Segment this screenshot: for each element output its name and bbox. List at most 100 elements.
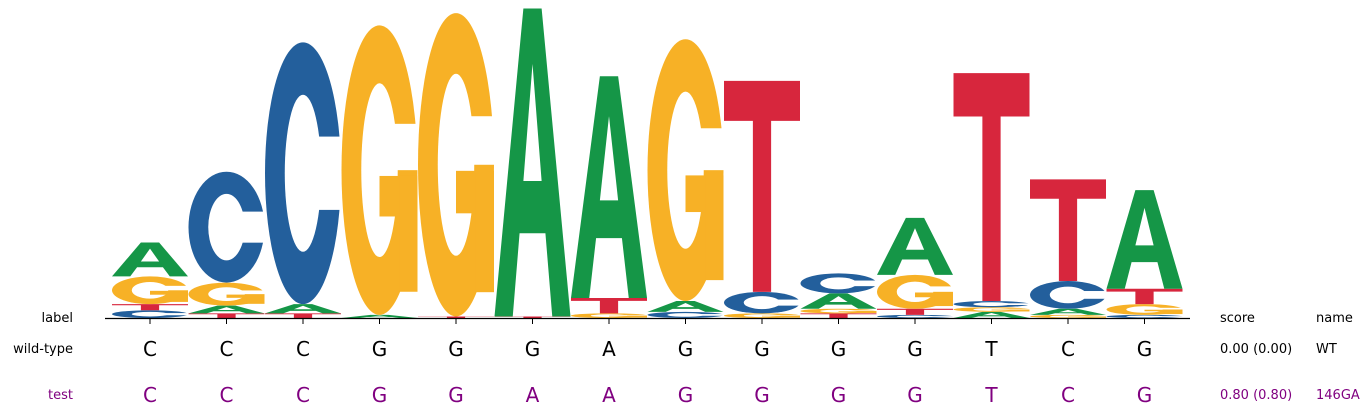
logo-letter-C: [1030, 281, 1108, 309]
row-base: G: [831, 383, 847, 407]
logo-column: [494, 8, 571, 318]
row-base: A: [602, 383, 616, 407]
logo-letter-A: [647, 301, 724, 312]
logo-column: [953, 73, 1032, 318]
row-base: G: [754, 337, 770, 361]
row-base: C: [220, 337, 234, 361]
logo-letter-T: [724, 80, 800, 292]
logo-letter-C: [188, 171, 267, 283]
sequence-row: wild-type C C C G G G A G G G G T C G 0.00 (0.00) WT: [13, 337, 1337, 361]
row-name: WT: [1316, 342, 1337, 357]
logo-letter-G: [1030, 314, 1108, 318]
row-base: G: [907, 337, 923, 361]
logo-column: [418, 13, 496, 318]
row-name: 146GA: [1316, 388, 1360, 403]
row-base: C: [296, 337, 310, 361]
row-base: G: [678, 337, 694, 361]
logo-column: [571, 76, 649, 318]
row-base: G: [907, 383, 923, 407]
row-label: wild-type: [13, 342, 73, 357]
sequence-row: test C C C G G A A G G G G T C G 0.80 (0.80) 146GA: [48, 383, 1360, 407]
row-base: G: [1137, 383, 1153, 407]
logo-letter-A: [494, 8, 571, 317]
logo-letter-C: [112, 310, 190, 318]
logo-letter-C: [953, 301, 1032, 308]
logo-column: [265, 42, 343, 318]
logo-letter-A: [571, 76, 647, 298]
row-base: A: [526, 383, 540, 407]
row-base: T: [984, 337, 998, 361]
logo-letter-T: [800, 313, 877, 318]
row-base: G: [448, 337, 464, 361]
logo-letter-T: [571, 297, 647, 314]
logo-letter-A: [953, 311, 1030, 318]
row-base: G: [754, 383, 770, 407]
logo-letter-T: [494, 316, 571, 318]
logo-letter-G: [571, 313, 649, 318]
row-base: C: [1061, 337, 1075, 361]
logo-column: [188, 171, 267, 318]
logo-letter-G: [188, 282, 267, 306]
logo-letter-C: [800, 273, 879, 294]
logo-letter-A: [341, 314, 418, 318]
row-base: G: [525, 337, 541, 361]
logo-letter-T: [265, 313, 341, 318]
logo-column: [647, 39, 726, 319]
row-base: G: [1137, 337, 1153, 361]
logo-letter-T: [188, 313, 265, 318]
row-score: 0.00 (0.00): [1220, 342, 1292, 357]
row-label: test: [48, 388, 73, 403]
logo-column: [1030, 179, 1108, 318]
logo-letter-G: [800, 308, 879, 314]
logo-letter-T: [1030, 179, 1106, 282]
logo-column: [1106, 190, 1185, 318]
logo-column: [724, 80, 802, 318]
row-base: A: [602, 337, 616, 361]
row-base: G: [448, 383, 464, 407]
logo-letter-T: [418, 316, 494, 318]
logo-letter-T: [1106, 288, 1183, 305]
logo-column: [341, 25, 420, 318]
row-base: C: [296, 383, 310, 407]
logo-letter-C: [1106, 314, 1185, 318]
logo-letter-A: [1106, 190, 1183, 289]
row-base: C: [143, 383, 157, 407]
x-ticks: [149, 318, 1145, 324]
sequence-rows: wild-type C C C G G G A G G G G T C G 0.00 (0.00) WTtest…: [13, 337, 1360, 407]
row-base: G: [372, 337, 388, 361]
logo-letter-C: [877, 314, 955, 318]
logo-stacks: [112, 8, 1185, 319]
row-base: T: [984, 383, 998, 407]
row-base: G: [678, 383, 694, 407]
logo-letter-T: [953, 73, 1030, 302]
logo-letter-G: [1106, 304, 1185, 315]
name-header: name: [1316, 311, 1353, 326]
logo-letter-T: [877, 308, 953, 315]
logo-letter-A: [800, 293, 877, 309]
row-base: C: [143, 337, 157, 361]
logo-letter-A: [112, 242, 188, 277]
logo-letter-G: [724, 313, 802, 318]
logo-letter-C: [647, 311, 726, 319]
row-base: G: [372, 383, 388, 407]
logo-letter-A: [1030, 308, 1106, 315]
logo-letter-A: [265, 304, 341, 314]
logo-column: [112, 242, 190, 318]
logo-letter-T: [112, 304, 188, 311]
row-score: 0.80 (0.80): [1220, 388, 1292, 403]
logo-letter-C: [724, 291, 802, 314]
logo-letter-G: [112, 276, 190, 305]
score-header: score: [1220, 311, 1255, 326]
logo-letter-G: [877, 274, 955, 309]
logo-letter-C: [265, 42, 343, 305]
row-base: C: [1061, 383, 1075, 407]
logo-letter-G: [418, 13, 496, 317]
logo-letter-G: [953, 307, 1032, 312]
logo-letter-A: [877, 217, 953, 275]
row-base: G: [831, 337, 847, 361]
label-header: label: [42, 311, 73, 326]
logo-column: [800, 273, 879, 318]
logo-column: [877, 217, 955, 318]
logo-letter-A: [188, 305, 265, 314]
